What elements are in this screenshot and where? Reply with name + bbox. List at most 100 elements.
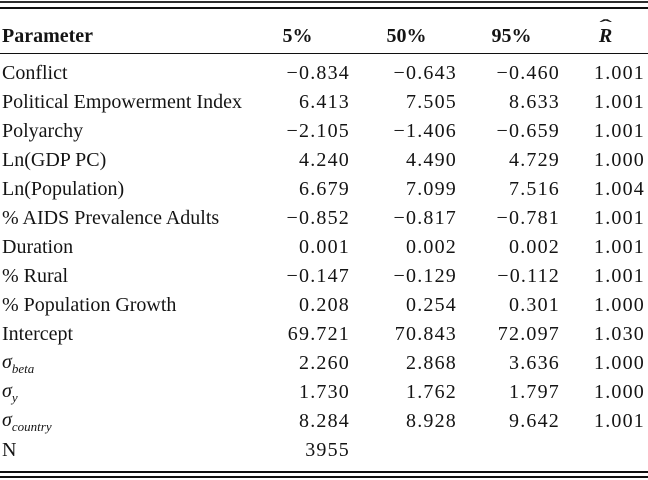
sigma-symbol: σ	[2, 379, 12, 402]
value-cell: 4.729	[509, 149, 560, 171]
column-header-p5: 5%	[242, 9, 353, 54]
value-cell: 1.001	[594, 236, 645, 258]
parameter-cell: Duration	[2, 236, 74, 258]
value-cell	[353, 436, 460, 465]
value-cell: 1.000	[594, 352, 645, 374]
value-cell: −0.834	[286, 62, 350, 84]
top-double-rule	[0, 1, 648, 9]
value-cell: 3.636	[509, 352, 560, 374]
parameter-cell: % Population Growth	[2, 294, 177, 316]
value-cell: 6.413	[299, 91, 350, 113]
value-cell: 0.301	[509, 294, 560, 316]
sigma-subscript: beta	[11, 360, 35, 376]
parameter-cell: % Rural	[2, 265, 69, 287]
value-cell: 8.284	[299, 410, 350, 432]
value-cell: −0.112	[497, 265, 560, 287]
value-cell: 7.516	[509, 178, 560, 200]
column-header-p95: 95%	[460, 9, 563, 54]
sigma-symbol: σ	[2, 350, 12, 373]
table-row: Ln(Population) 6.679 7.099 7.516 1.004	[0, 175, 648, 204]
value-cell: 2.868	[406, 352, 457, 374]
value-cell: 0.254	[406, 294, 457, 316]
value-cell: 1.001	[594, 265, 645, 287]
parameter-cell: Conflict	[2, 62, 68, 84]
value-cell: 1.004	[594, 178, 645, 200]
table-row: % AIDS Prevalence Adults −0.852 −0.817 −0.7…	[0, 204, 648, 233]
value-cell: 7.505	[406, 91, 457, 113]
value-cell: 2.260	[299, 352, 350, 374]
sigma-symbol: σ	[2, 408, 12, 431]
value-cell: −0.147	[286, 265, 350, 287]
table-row: σbeta 2.260 2.868 3.636 1.000	[0, 349, 648, 378]
value-cell: 8.633	[509, 91, 560, 113]
table-row: % Population Growth 0.208 0.254 0.301 1.000	[0, 291, 648, 320]
value-cell: 7.099	[406, 178, 457, 200]
column-header-p50: 50%	[353, 9, 460, 54]
value-cell: −1.406	[393, 120, 457, 142]
hat-accent: ˆ	[599, 15, 612, 36]
parameter-cell: % AIDS Prevalence Adults	[2, 207, 220, 229]
bottom-rule-outer-line	[0, 471, 648, 473]
table-row: Intercept 69.721 70.843 72.097 1.030	[0, 320, 648, 349]
parameter-cell: Political Empowerment Index	[2, 91, 242, 113]
value-cell: 6.679	[299, 178, 350, 200]
value-cell: −0.781	[496, 207, 560, 229]
value-cell: 1.001	[594, 207, 645, 229]
value-cell: 4.490	[406, 149, 457, 171]
results-table: Parameter 5% 50% 95% ˆ R Conflict −0.834 −0.643…	[0, 9, 648, 465]
value-cell: 8.928	[406, 410, 457, 432]
value-cell: 0.002	[406, 236, 457, 258]
parameter-cell: σbeta	[0, 349, 242, 378]
value-cell: −0.852	[286, 207, 350, 229]
parameter-cell: σy	[0, 378, 242, 407]
value-cell: 0.001	[299, 236, 350, 258]
value-cell: 69.721	[287, 323, 350, 345]
value-cell: −0.129	[393, 265, 457, 287]
table-row: N 3955	[0, 436, 648, 465]
table-header: Parameter 5% 50% 95% ˆ R	[0, 9, 648, 54]
parameter-cell: Intercept	[2, 323, 74, 345]
value-cell: 1.797	[509, 381, 560, 403]
parameter-cell: σcountry	[0, 407, 242, 436]
value-cell: 1.000	[594, 294, 645, 316]
value-cell	[563, 436, 648, 465]
value-cell: 1.001	[594, 120, 645, 142]
value-cell: −0.643	[393, 62, 457, 84]
table-row: σcountry 8.284 8.928 9.642 1.001	[0, 407, 648, 436]
value-cell: 1.001	[594, 62, 645, 84]
value-cell: 1.000	[594, 149, 645, 171]
bottom-rule-inner-line	[0, 476, 648, 479]
value-cell: 1.730	[299, 381, 350, 403]
value-cell: 1.030	[594, 323, 645, 345]
parameter-cell: Ln(Population)	[2, 178, 125, 200]
value-cell: 4.240	[299, 149, 350, 171]
value-cell: 3955	[305, 439, 350, 461]
top-rule-outer-line	[0, 1, 648, 3]
table-row: σy 1.730 1.762 1.797 1.000	[0, 378, 648, 407]
value-cell: 0.208	[299, 294, 350, 316]
value-cell: −0.460	[496, 62, 560, 84]
table-header-row: Parameter 5% 50% 95% ˆ R	[0, 9, 648, 54]
value-cell: 1.001	[594, 410, 645, 432]
table-row: Duration 0.001 0.002 0.002 1.001	[0, 233, 648, 262]
table-body: Conflict −0.834 −0.643 −0.460 1.001 Political…	[0, 54, 648, 466]
value-cell	[460, 436, 563, 465]
value-cell: −0.659	[496, 120, 560, 142]
sigma-subscript: country	[11, 418, 52, 434]
table-row: Political Empowerment Index 6.413 7.505 8.6…	[0, 88, 648, 117]
bottom-double-rule	[0, 471, 648, 479]
parameter-cell: N	[2, 439, 17, 461]
rhat-base-letter: R	[598, 25, 613, 47]
value-cell: 70.843	[394, 323, 457, 345]
value-cell: 1.762	[406, 381, 457, 403]
parameter-cell: Polyarchy	[2, 120, 84, 142]
parameter-cell: Ln(GDP PC)	[2, 149, 107, 171]
value-cell: 9.642	[509, 410, 560, 432]
value-cell: 72.097	[497, 323, 560, 345]
table-row: Conflict −0.834 −0.643 −0.460 1.001	[0, 54, 648, 89]
value-cell: 1.001	[594, 91, 645, 113]
table-row: Polyarchy −2.105 −1.406 −0.659 1.001	[0, 117, 648, 146]
value-cell: −0.817	[393, 207, 457, 229]
